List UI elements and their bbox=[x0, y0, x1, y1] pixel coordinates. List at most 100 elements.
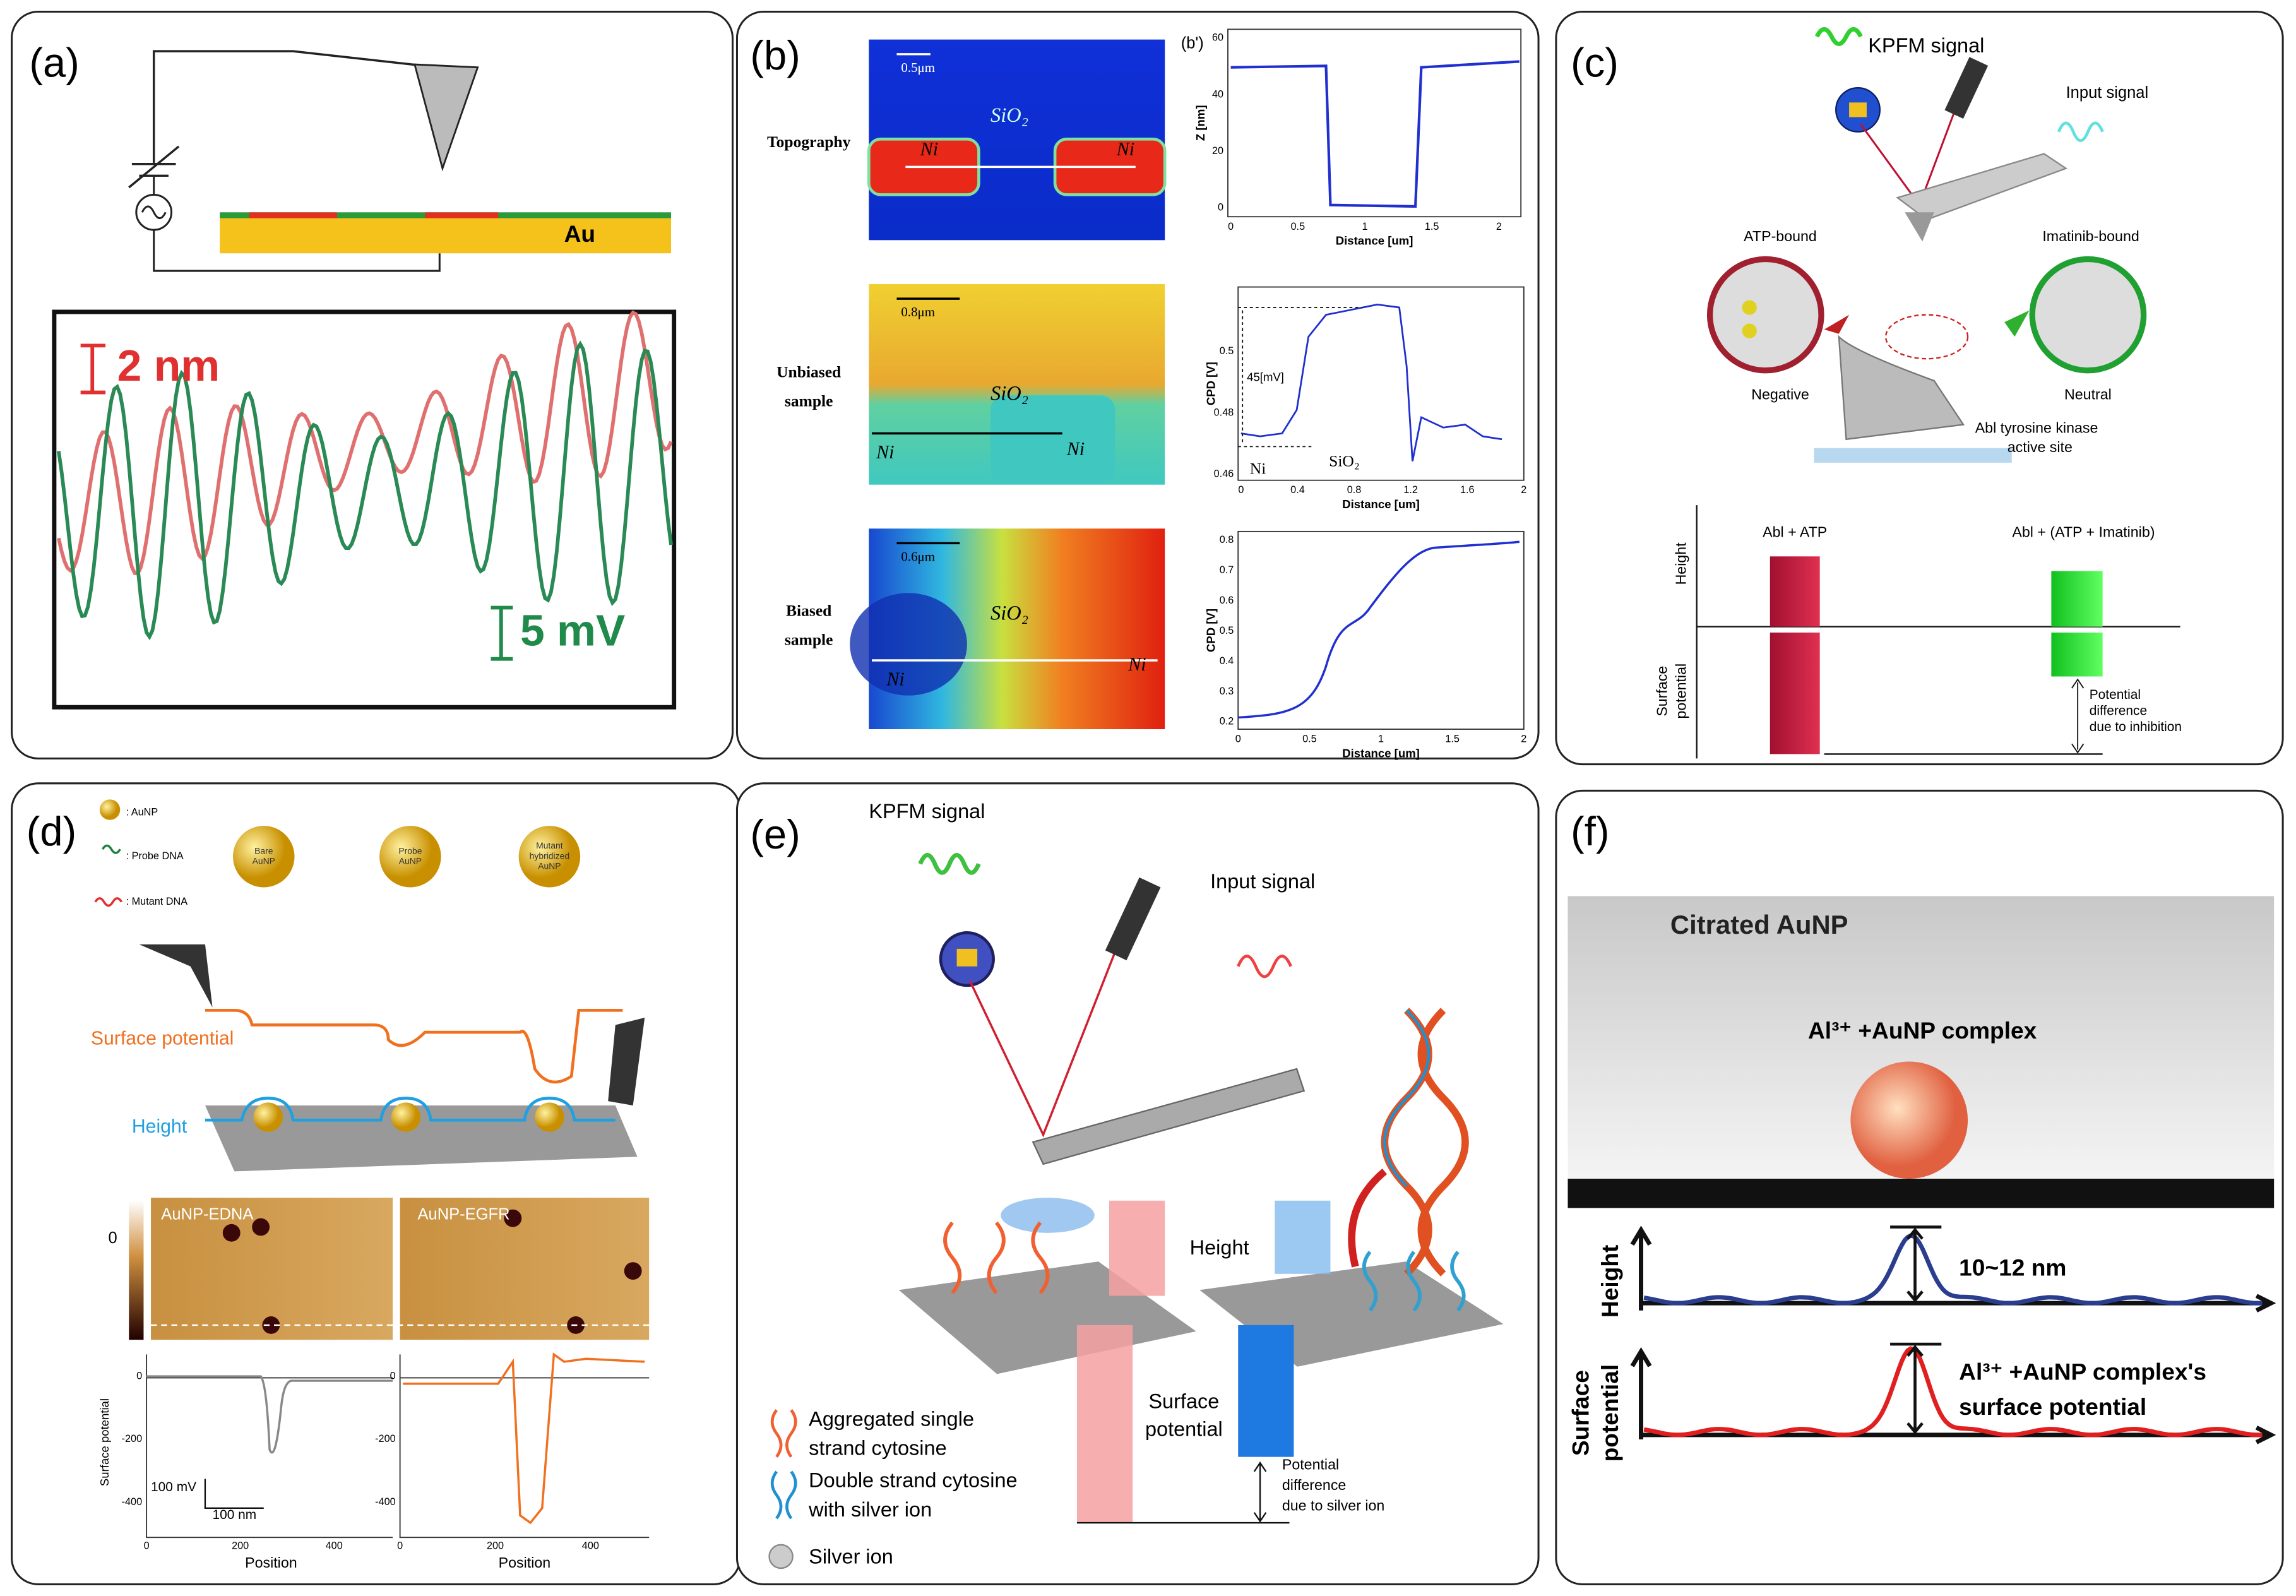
particle-label: hybridized bbox=[530, 850, 569, 861]
x-tick-label: 0 bbox=[397, 1540, 403, 1551]
y-tick-label: 0.8 bbox=[1220, 534, 1234, 545]
image-labels: Topography 0.5μm SiO₂ Ni Ni Unbiased sample 0.8… bbox=[767, 53, 1146, 689]
material-label: Ni bbox=[1116, 138, 1135, 160]
protein bbox=[1838, 335, 1965, 441]
scale-label: 5 mV bbox=[520, 606, 625, 655]
x-tick-label: 2 bbox=[1496, 221, 1502, 232]
arrow bbox=[1348, 1168, 1388, 1268]
panel-label: (b) bbox=[750, 32, 800, 78]
scale-bar bbox=[204, 1479, 264, 1510]
y-tick-label: 20 bbox=[1212, 145, 1223, 157]
axis bbox=[1076, 1461, 1290, 1524]
scale-label: 0.8μm bbox=[901, 304, 935, 319]
axis-label: Height bbox=[1673, 542, 1689, 585]
potential-bar bbox=[1076, 1325, 1133, 1523]
y-tick-label: 0.4 bbox=[1220, 655, 1234, 667]
material-label: Ni bbox=[1127, 653, 1146, 675]
legend-label: : Probe DNA bbox=[126, 850, 184, 862]
label: 10~12 nm bbox=[1959, 1254, 2066, 1281]
y-tick-label: 0.7 bbox=[1220, 564, 1234, 576]
dna bbox=[1383, 1009, 1431, 1188]
tip bbox=[413, 63, 479, 172]
label: potential bbox=[1145, 1418, 1223, 1441]
x-tick-label: 2 bbox=[1521, 484, 1526, 496]
x-tick-label: 0.5 bbox=[1291, 221, 1306, 232]
label: Input signal bbox=[2066, 84, 2149, 102]
profiles bbox=[1643, 1233, 2263, 1438]
y-tick-label: 0 bbox=[1218, 202, 1223, 213]
legend-icon bbox=[101, 844, 121, 854]
label: Neutral bbox=[2064, 386, 2112, 402]
label: due to silver ion bbox=[1282, 1498, 1384, 1514]
legend-icon bbox=[770, 1409, 797, 1458]
row-label: Biased bbox=[786, 601, 831, 619]
dna bbox=[1362, 1251, 1466, 1312]
zoom-circle bbox=[2029, 256, 2147, 374]
y-tick-label: -200 bbox=[375, 1433, 396, 1444]
particle bbox=[518, 826, 581, 888]
panel-label: (e) bbox=[750, 811, 800, 857]
laser bbox=[968, 936, 1122, 1138]
signal bbox=[918, 853, 981, 875]
detector bbox=[956, 948, 978, 967]
y-axis-label: CPD [V] bbox=[1204, 362, 1217, 405]
legend-label: with silver ion bbox=[808, 1498, 932, 1521]
waveform bbox=[56, 340, 673, 641]
panel-label: (a) bbox=[29, 40, 79, 86]
label: Al³⁺ +AuNP complex's bbox=[1959, 1358, 2206, 1385]
label: difference bbox=[1282, 1477, 1346, 1493]
label: Potential bbox=[1282, 1456, 1339, 1473]
material-label: Ni bbox=[886, 668, 905, 689]
profile-curve bbox=[1230, 60, 1520, 208]
scale-label: 100 mV bbox=[151, 1480, 196, 1494]
x-axis-label: Distance [um] bbox=[1342, 497, 1420, 511]
legend-label: : AuNP bbox=[126, 806, 158, 818]
substrate bbox=[205, 1105, 638, 1172]
gold-substrate bbox=[220, 217, 672, 254]
highlight bbox=[1884, 314, 1969, 360]
profile-curve bbox=[1238, 540, 1520, 719]
particle bbox=[504, 1209, 522, 1227]
legend-icon bbox=[94, 897, 123, 907]
label: Abl + (ATP + Imatinib) bbox=[2012, 523, 2155, 540]
row-label: sample bbox=[785, 392, 833, 410]
label: Surface bbox=[1148, 1390, 1219, 1412]
particle-label: AuNP bbox=[399, 856, 422, 866]
label: difference bbox=[2090, 704, 2147, 718]
x-tick-label: 0.4 bbox=[1290, 484, 1305, 496]
arrow bbox=[2004, 310, 2030, 337]
plot-frame bbox=[1237, 530, 1525, 730]
detector bbox=[1849, 102, 1867, 117]
particle-label: Mutant bbox=[536, 840, 563, 850]
height-bar bbox=[1109, 1200, 1165, 1296]
panel-frame bbox=[11, 782, 741, 1585]
x-tick-label: 200 bbox=[487, 1540, 504, 1551]
material-label: Ni bbox=[1066, 438, 1085, 460]
sample-spot bbox=[1001, 1198, 1095, 1233]
particle-label: AuNP bbox=[538, 861, 561, 871]
scale-label: 100 nm bbox=[213, 1508, 257, 1522]
panel-label: (d) bbox=[27, 808, 76, 854]
material-label: SiO₂ bbox=[990, 104, 1028, 127]
label: Input signal bbox=[1210, 870, 1315, 893]
legend-label: Aggregated single bbox=[809, 1407, 974, 1430]
zoom-circle bbox=[1706, 256, 1824, 374]
signal bbox=[2057, 121, 2104, 142]
label: active site bbox=[2008, 439, 2073, 455]
axis-label: Surface bbox=[1567, 1370, 1593, 1456]
x-tick-label: 2 bbox=[1521, 734, 1526, 745]
laser-source bbox=[1944, 57, 1989, 119]
annotation: 45[mV] bbox=[1247, 370, 1284, 383]
plot-frame bbox=[1227, 28, 1522, 218]
arrow bbox=[2071, 678, 2085, 754]
scale-label: 0.6μm bbox=[901, 549, 935, 564]
laser-source bbox=[1105, 877, 1161, 961]
particle-label: AuNP bbox=[253, 856, 275, 866]
ni-region bbox=[990, 395, 1115, 484]
legend-label: Double strand cytosine bbox=[809, 1469, 1017, 1492]
axis-label: Height bbox=[1597, 1245, 1623, 1318]
y-axis-label: Z [nm] bbox=[1194, 105, 1207, 141]
